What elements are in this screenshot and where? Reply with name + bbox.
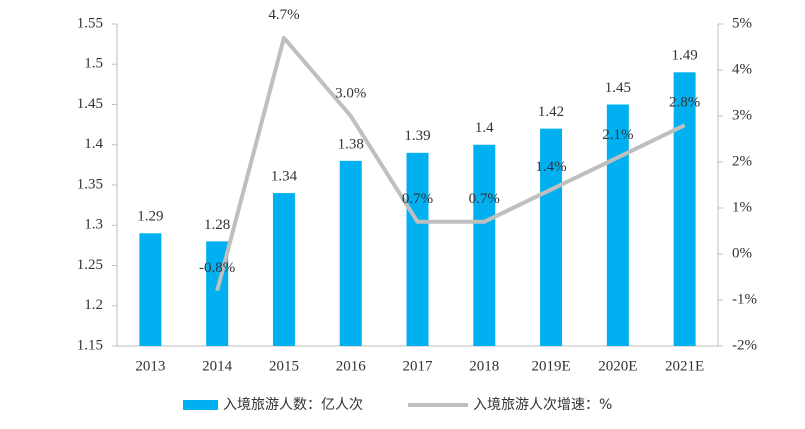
bar-value-label: 1.38 — [338, 136, 364, 152]
y-tick-label: 1.3 — [84, 217, 103, 233]
x-tick-label: 2016 — [336, 358, 367, 374]
y-tick-label: 1.15 — [77, 337, 103, 353]
legend-label: 入境旅游人数：亿人次 — [223, 397, 363, 413]
line-value-label: 2.8% — [669, 95, 700, 111]
line-value-label: 0.7% — [402, 191, 433, 207]
bar-value-label: 1.4 — [475, 120, 494, 136]
bar-value-label: 1.42 — [538, 104, 564, 120]
bar — [473, 144, 496, 346]
y2-tick-label: -1% — [732, 291, 757, 307]
bar — [673, 72, 696, 347]
line-value-label: 4.7% — [268, 7, 299, 23]
x-tick-label: 2020E — [598, 358, 637, 374]
line-value-label: 2.1% — [602, 127, 633, 143]
bar-value-label: 1.39 — [404, 128, 430, 144]
bar-value-label: 1.28 — [204, 217, 230, 233]
y2-tick-label: 1% — [732, 199, 752, 215]
x-tick-label: 2014 — [202, 358, 233, 374]
y-tick-label: 1.5 — [84, 56, 103, 72]
x-tick-label: 2015 — [269, 358, 299, 374]
line-value-label: 3.0% — [335, 85, 366, 101]
bar — [606, 104, 629, 346]
bar — [139, 233, 162, 346]
x-tick-label: 2018 — [469, 358, 499, 374]
y-tick-label: 1.2 — [84, 297, 103, 313]
x-tick-label: 2019E — [531, 358, 570, 374]
bar — [540, 128, 563, 346]
y-tick-label: 1.25 — [77, 257, 103, 273]
x-tick-label: 2017 — [403, 358, 434, 374]
line-value-label: -0.8% — [199, 260, 235, 276]
y2-tick-label: -2% — [732, 337, 757, 353]
y-tick-label: 1.45 — [77, 96, 103, 112]
line-value-label: 0.7% — [469, 191, 500, 207]
bar — [339, 160, 362, 346]
bar-value-label: 1.45 — [605, 80, 631, 96]
y2-tick-label: 5% — [732, 15, 752, 31]
y2-tick-label: 2% — [732, 153, 752, 169]
y-tick-label: 1.55 — [77, 15, 103, 31]
legend-swatch — [183, 400, 218, 410]
line — [215, 35, 686, 292]
x-tick-label: 2013 — [135, 358, 165, 374]
y2-tick-label: 3% — [732, 107, 752, 123]
line-value-label: 1.4% — [535, 159, 566, 175]
bar-value-label: 1.29 — [137, 209, 163, 225]
y-tick-label: 1.4 — [84, 136, 103, 152]
legend-label: 入境旅游人次增速：% — [473, 397, 612, 413]
bar-value-label: 1.49 — [671, 48, 697, 64]
bar — [272, 193, 295, 346]
y2-tick-label: 4% — [732, 61, 752, 77]
x-tick-label: 2021E — [665, 358, 704, 374]
y-tick-label: 1.35 — [77, 176, 103, 192]
y2-tick-label: 0% — [732, 245, 752, 261]
bar — [406, 152, 429, 346]
bar-value-label: 1.34 — [271, 168, 298, 184]
